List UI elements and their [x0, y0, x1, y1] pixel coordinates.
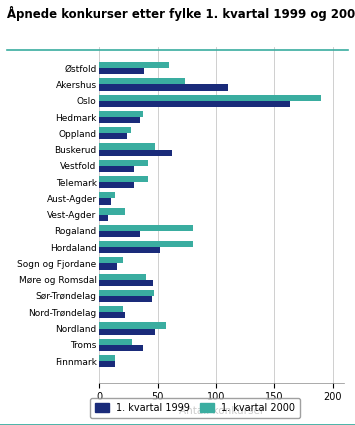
Bar [99, 296, 152, 302]
Bar [99, 312, 125, 318]
X-axis label: Antall konkurser: Antall konkurser [179, 406, 264, 416]
Bar [99, 280, 153, 286]
Bar [99, 133, 127, 139]
Bar [99, 329, 155, 335]
Bar [99, 68, 144, 74]
Text: Åpnede konkurser etter fylke 1. kvartal 1999 og 2000: Åpnede konkurser etter fylke 1. kvartal … [7, 6, 355, 21]
Bar [99, 101, 290, 107]
Bar [99, 166, 135, 172]
Bar [99, 215, 108, 221]
Bar [99, 150, 172, 156]
Bar [99, 264, 117, 269]
Bar [99, 339, 132, 345]
Bar [99, 198, 111, 204]
Bar [99, 143, 155, 150]
Bar [99, 192, 115, 198]
Bar [99, 290, 154, 296]
Bar [99, 247, 160, 253]
Bar [99, 62, 169, 68]
Bar [99, 306, 123, 312]
Bar [99, 176, 148, 182]
Bar [99, 274, 146, 280]
Bar [99, 160, 148, 166]
Bar [99, 208, 125, 215]
Bar [99, 225, 193, 231]
Bar [99, 231, 140, 237]
Bar [99, 111, 143, 117]
Legend: 1. kvartal 1999, 1. kvartal 2000: 1. kvartal 1999, 1. kvartal 2000 [90, 398, 300, 418]
Bar [99, 117, 140, 123]
Bar [99, 355, 115, 361]
Bar [99, 78, 185, 85]
Bar [99, 361, 115, 367]
Bar [99, 182, 135, 188]
Bar [99, 241, 193, 247]
Bar [99, 345, 143, 351]
Bar [99, 94, 321, 101]
Bar [99, 322, 166, 329]
Bar [99, 257, 123, 264]
Bar [99, 85, 228, 91]
Bar [99, 127, 131, 133]
